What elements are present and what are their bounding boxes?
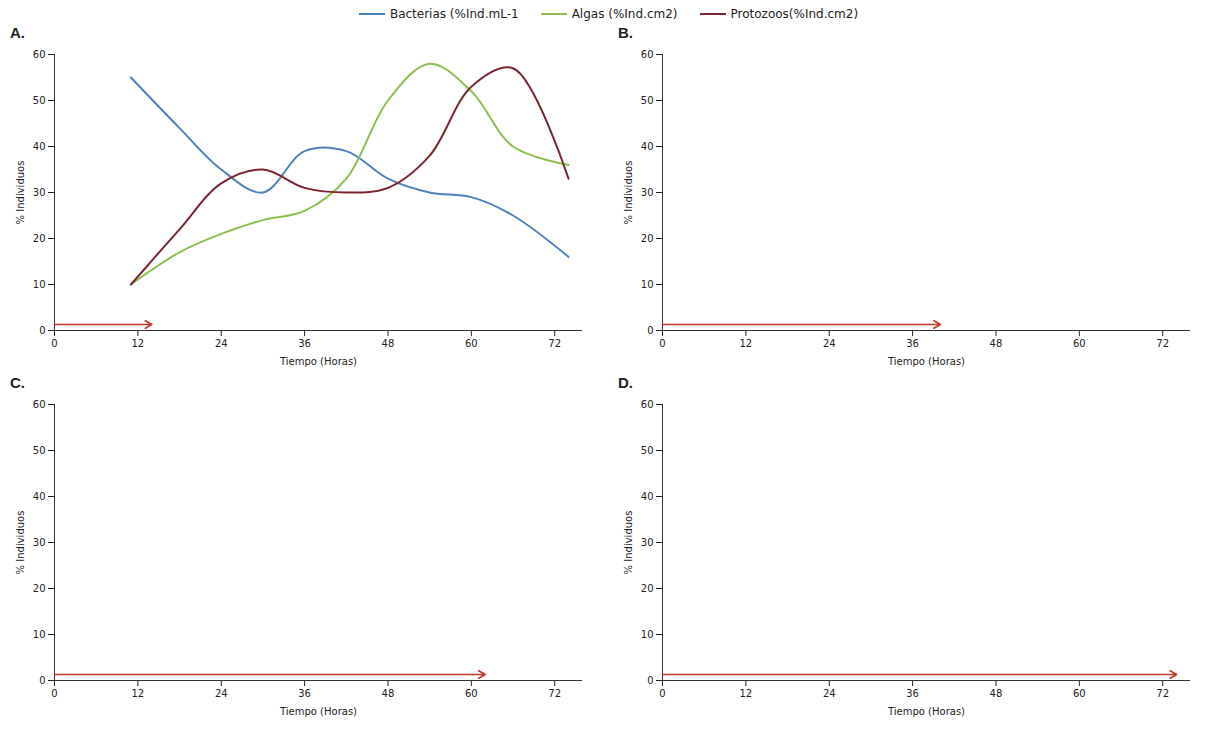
html-text:Bacterias (%Ind.mL-1: Bacterias (%Ind.mL-1 <box>389 7 519 21</box>
svg-text:10: 10 <box>641 279 654 290</box>
svg-text:12: 12 <box>740 688 753 699</box>
svg-text:% Individuos: % Individuos <box>15 161 26 225</box>
svg-text:10: 10 <box>641 629 654 640</box>
svg-text:0: 0 <box>659 688 665 699</box>
svg-text:60: 60 <box>33 49 46 60</box>
svg-text:30: 30 <box>33 187 46 198</box>
html-text:B.: B. <box>618 24 633 41</box>
svg-text:% Individuos: % Individuos <box>15 511 26 575</box>
html-text:Algas (%Ind.cm2): Algas (%Ind.cm2) <box>571 7 678 21</box>
svg-text:20: 20 <box>33 583 46 594</box>
svg-text:30: 30 <box>641 537 654 548</box>
svg-text:60: 60 <box>33 399 46 410</box>
svg-text:Tiempo (Horas): Tiempo (Horas) <box>279 356 357 367</box>
svg-text:36: 36 <box>298 688 311 699</box>
svg-text:10: 10 <box>33 629 46 640</box>
svg-text:12: 12 <box>132 688 145 699</box>
svg-text:0: 0 <box>647 675 653 686</box>
svg-text:48: 48 <box>382 688 395 699</box>
svg-text:% Individuos: % Individuos <box>623 511 634 575</box>
html-text:A.: A. <box>10 24 25 41</box>
svg-text:36: 36 <box>906 688 919 699</box>
svg-text:50: 50 <box>641 445 654 456</box>
svg-text:36: 36 <box>298 338 311 349</box>
svg-text:Tiempo (Horas): Tiempo (Horas) <box>279 706 357 717</box>
svg-text:24: 24 <box>823 338 836 349</box>
svg-text:72: 72 <box>548 688 561 699</box>
svg-text:40: 40 <box>641 491 654 502</box>
svg-text:60: 60 <box>1073 338 1086 349</box>
svg-text:0: 0 <box>39 675 45 686</box>
svg-text:60: 60 <box>641 399 654 410</box>
svg-text:48: 48 <box>990 338 1003 349</box>
svg-text:% Individuos: % Individuos <box>623 161 634 225</box>
svg-text:12: 12 <box>740 338 753 349</box>
svg-text:48: 48 <box>990 688 1003 699</box>
svg-text:60: 60 <box>641 49 654 60</box>
svg-text:20: 20 <box>33 233 46 244</box>
svg-text:24: 24 <box>215 338 228 349</box>
html-text:D.: D. <box>618 374 633 391</box>
svg-text:72: 72 <box>1156 688 1169 699</box>
svg-text:Tiempo (Horas): Tiempo (Horas) <box>887 706 965 717</box>
svg-text:30: 30 <box>33 537 46 548</box>
svg-text:24: 24 <box>823 688 836 699</box>
svg-text:0: 0 <box>51 338 57 349</box>
svg-text:60: 60 <box>465 338 478 349</box>
svg-text:50: 50 <box>33 95 46 106</box>
svg-text:50: 50 <box>33 445 46 456</box>
svg-text:40: 40 <box>641 141 654 152</box>
svg-text:12: 12 <box>132 338 145 349</box>
svg-text:40: 40 <box>33 491 46 502</box>
svg-text:48: 48 <box>382 338 395 349</box>
svg-text:0: 0 <box>659 338 665 349</box>
svg-text:60: 60 <box>465 688 478 699</box>
svg-text:24: 24 <box>215 688 228 699</box>
svg-text:40: 40 <box>33 141 46 152</box>
svg-text:20: 20 <box>641 233 654 244</box>
svg-text:60: 60 <box>1073 688 1086 699</box>
svg-text:10: 10 <box>33 279 46 290</box>
svg-text:20: 20 <box>641 583 654 594</box>
html-text:C.: C. <box>10 374 25 391</box>
svg-text:0: 0 <box>51 688 57 699</box>
svg-text:72: 72 <box>1156 338 1169 349</box>
svg-text:0: 0 <box>39 325 45 336</box>
svg-text:50: 50 <box>641 95 654 106</box>
svg-text:Tiempo (Horas): Tiempo (Horas) <box>887 356 965 367</box>
svg-text:0: 0 <box>647 325 653 336</box>
html-text:Protozoos(%Ind.cm2): Protozoos(%Ind.cm2) <box>730 7 859 21</box>
svg-text:72: 72 <box>548 338 561 349</box>
svg-text:36: 36 <box>906 338 919 349</box>
svg-text:30: 30 <box>641 187 654 198</box>
